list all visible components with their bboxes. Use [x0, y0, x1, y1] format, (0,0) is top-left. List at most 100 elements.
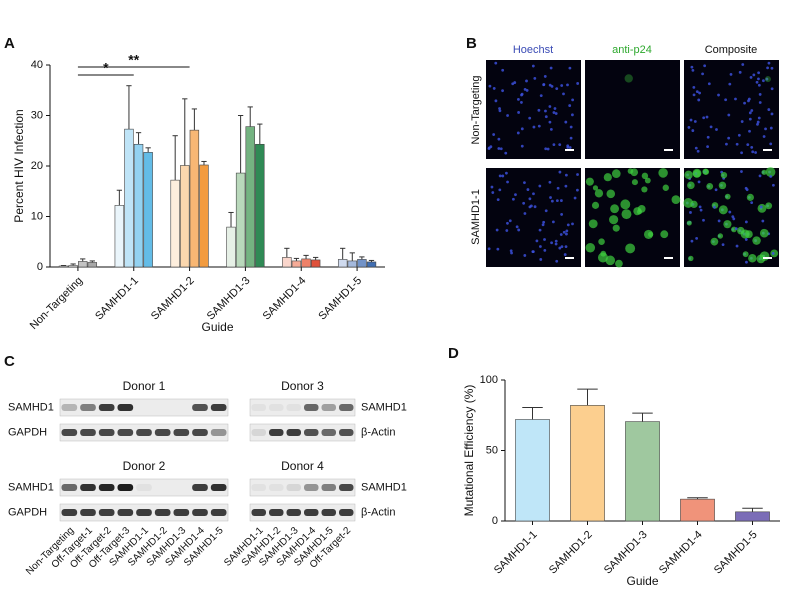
band — [192, 404, 208, 411]
band — [269, 509, 284, 516]
nucleus — [548, 105, 552, 108]
band — [321, 429, 336, 436]
blot-strip — [249, 423, 356, 442]
band — [61, 509, 78, 516]
band — [286, 404, 301, 411]
nucleus — [565, 232, 568, 236]
bar — [199, 164, 209, 268]
nucleus — [523, 181, 526, 185]
nucleus — [770, 66, 774, 70]
nucleus — [552, 111, 556, 114]
band — [136, 484, 152, 491]
nucleus — [558, 170, 562, 174]
scale-bar — [763, 149, 772, 151]
nucleus — [706, 135, 710, 139]
bar — [87, 262, 98, 268]
nucleus — [705, 115, 709, 119]
x-tick-label: SAMHD1-5 — [316, 275, 364, 323]
nucleus — [717, 219, 721, 223]
blot-title: Donor 4 — [281, 459, 324, 473]
nucleus — [544, 109, 547, 113]
nucleus — [564, 173, 568, 177]
nucleus — [731, 215, 735, 219]
nucleus — [571, 113, 574, 117]
nucleus — [495, 228, 499, 232]
nucleus — [497, 147, 501, 150]
nucleus — [569, 136, 573, 140]
nucleus — [748, 117, 752, 121]
p24-cell — [692, 169, 701, 178]
nucleus — [741, 63, 745, 66]
nucleus — [745, 188, 749, 192]
nucleus — [695, 90, 699, 94]
nucleus — [694, 146, 698, 150]
nucleus — [543, 75, 547, 78]
nucleus — [743, 101, 746, 105]
nucleus — [757, 77, 760, 81]
nucleus — [756, 122, 759, 126]
p24-cell — [594, 189, 604, 198]
x-tick-label: SAMHD1-3 — [602, 529, 650, 577]
nucleus — [690, 239, 694, 243]
western-blots: Donor 1 SAMHD1 GAPDH Donor 3 SAMHD1 β-Actin Do… — [8, 379, 407, 577]
nucleus — [740, 151, 743, 155]
significance-label: ** — [128, 52, 139, 68]
nucleus — [770, 87, 774, 91]
nucleus — [748, 111, 752, 115]
band — [304, 484, 319, 491]
nucleus — [692, 93, 696, 97]
p24-cell — [627, 168, 634, 174]
nucleus — [555, 87, 559, 91]
nucleus — [690, 65, 694, 69]
protein-label: β-Actin — [361, 426, 395, 438]
nucleus — [746, 143, 750, 146]
nucleus — [522, 201, 526, 205]
nucleus — [759, 205, 763, 209]
nucleus — [749, 75, 753, 79]
nucleus — [745, 260, 748, 264]
panel-label: A — [4, 35, 15, 52]
p24-cell — [624, 74, 633, 83]
nucleus — [568, 146, 572, 149]
band — [98, 509, 115, 516]
p24-cell — [761, 169, 767, 175]
bar — [255, 143, 265, 268]
band — [286, 484, 301, 491]
nucleus — [546, 147, 550, 151]
band — [80, 429, 96, 436]
scale-bar — [664, 257, 673, 259]
nucleus — [498, 188, 502, 192]
nucleus — [549, 196, 552, 199]
nucleus — [767, 61, 771, 65]
nucleus — [556, 186, 560, 190]
nucleus — [571, 222, 574, 226]
p24-cell — [710, 237, 719, 246]
band — [61, 484, 78, 491]
nucleus — [769, 175, 773, 178]
nucleus — [548, 120, 552, 124]
blot-strip — [249, 503, 356, 522]
band — [117, 484, 134, 491]
bar — [625, 421, 660, 522]
nucleus — [537, 108, 541, 112]
p24-cell — [641, 186, 648, 193]
nucleus — [528, 116, 532, 120]
nucleus — [740, 120, 744, 123]
nucleus — [752, 73, 756, 77]
bar — [282, 257, 292, 268]
nucleus — [698, 205, 702, 209]
nucleus — [538, 184, 542, 188]
nucleus — [529, 204, 533, 208]
nucleus — [750, 109, 754, 112]
bar — [180, 165, 190, 268]
nucleus — [695, 236, 699, 240]
nucleus — [504, 151, 508, 155]
band — [117, 429, 134, 436]
p24-cell — [723, 220, 732, 229]
nucleus — [506, 114, 509, 117]
nucleus — [697, 180, 701, 184]
nucleus — [751, 150, 755, 154]
nucleus — [498, 107, 501, 110]
p24-cell — [752, 236, 761, 245]
band — [339, 484, 354, 491]
